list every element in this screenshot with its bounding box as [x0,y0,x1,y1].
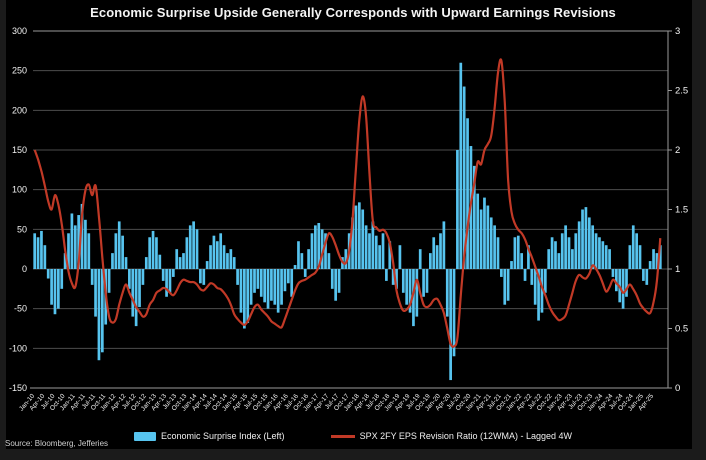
right-axis-tick-labels: 3 2.5 2 1.5 1 0.5 0 [668,26,688,394]
x-axis-tick-labels: Jan-10Apr-10Jul-10Oct-10Jan-11Apr-11Jul-… [18,392,655,412]
svg-text:250: 250 [12,66,27,76]
line-series-eps-revision-ratio [33,58,662,348]
svg-text:3: 3 [675,26,680,37]
svg-text:-50: -50 [14,304,27,314]
svg-text:-100: -100 [9,343,27,353]
chart-title: Economic Surprise Upside Generally Corre… [90,5,616,20]
svg-text:100: 100 [12,185,27,195]
source-credit: Source: Bloomberg, Jefferies [5,439,109,448]
legend: Economic Surprise Index (Left) SPX 2FY E… [0,431,706,441]
svg-text:2: 2 [675,145,680,156]
svg-text:1: 1 [675,264,680,275]
svg-text:50: 50 [17,224,27,234]
svg-text:300: 300 [12,26,27,36]
svg-text:0: 0 [22,264,27,274]
svg-text:0.5: 0.5 [675,324,688,335]
svg-text:1.5: 1.5 [675,205,688,216]
bar-series-economic-surprise [33,62,662,381]
legend-bar-label: Economic Surprise Index (Left) [161,431,285,441]
legend-item-eps-revision: SPX 2FY EPS Revision Ratio (12WMA) - Lag… [330,431,572,441]
svg-text:-150: -150 [9,383,27,393]
svg-text:2.5: 2.5 [675,86,688,97]
legend-line-label: SPX 2FY EPS Revision Ratio (12WMA) - Lag… [359,431,572,441]
svg-text:150: 150 [12,145,27,155]
left-axis-tick-labels: 300 250 200 150 100 50 0 -50 -100 -150 [9,26,27,393]
line-series-swatch [330,434,355,438]
svg-text:0: 0 [675,383,680,394]
legend-item-economic-surprise: Economic Surprise Index (Left) [134,431,285,441]
bar-series-swatch [134,431,156,441]
gridlines [33,30,668,389]
svg-text:200: 200 [12,105,27,115]
